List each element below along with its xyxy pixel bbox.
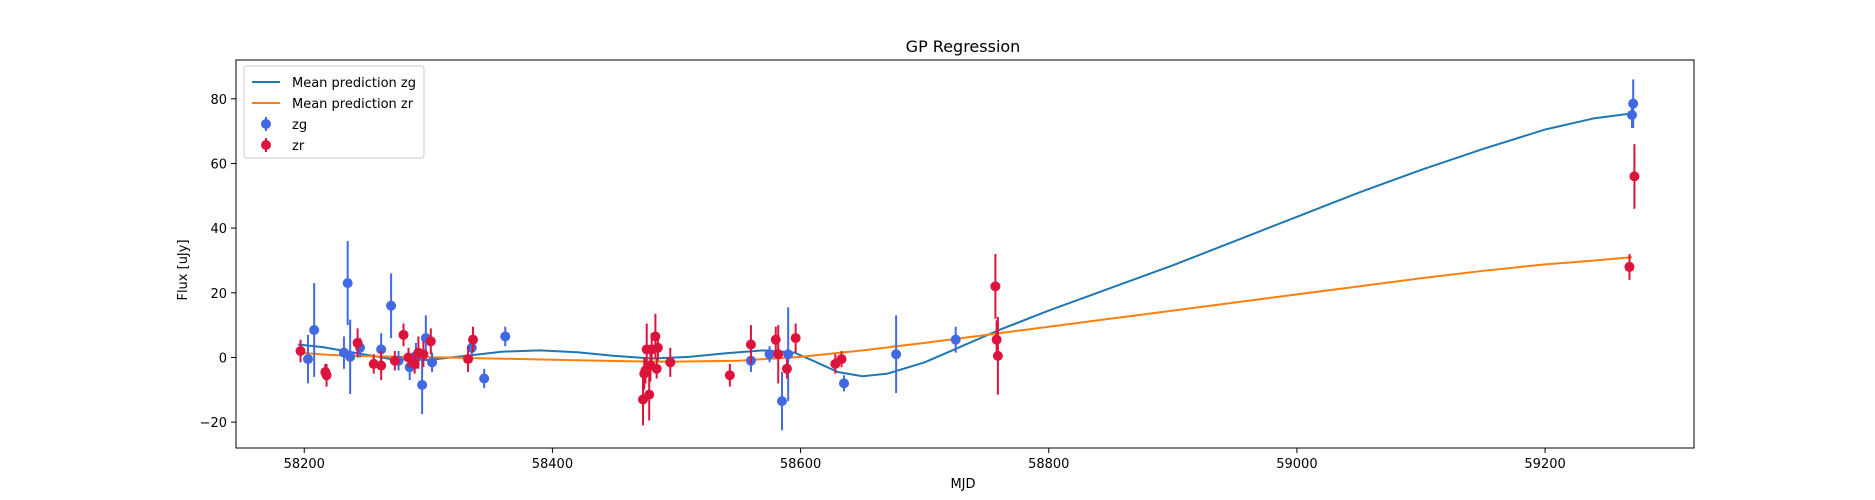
x-tick-label: 59000	[1276, 457, 1317, 472]
marker-zr	[665, 357, 675, 367]
marker-zg	[386, 301, 396, 311]
marker-zg	[1627, 110, 1637, 120]
marker-zr	[771, 335, 781, 345]
marker-zr	[990, 281, 1000, 291]
marker-zg	[427, 357, 437, 367]
marker-zr	[791, 333, 801, 343]
marker-zr	[353, 338, 363, 348]
marker-zr	[390, 356, 400, 366]
x-tick-label: 58600	[780, 457, 821, 472]
marker-zg	[500, 331, 510, 341]
marker-zr	[296, 346, 306, 356]
y-axis-label: Flux [uJy]	[176, 239, 191, 300]
marker-zr	[322, 370, 332, 380]
marker-zr	[463, 354, 473, 364]
legend-label: Mean prediction zr	[292, 97, 414, 112]
marker-zr	[426, 336, 436, 346]
marker-zr	[1629, 171, 1639, 181]
marker-zr	[376, 361, 386, 371]
x-tick-label: 58800	[1028, 457, 1069, 472]
marker-zr	[746, 340, 756, 350]
legend-swatch	[261, 140, 271, 150]
marker-zg	[1628, 99, 1638, 109]
marker-zr	[652, 364, 662, 374]
marker-zg	[343, 278, 353, 288]
marker-zr	[782, 364, 792, 374]
marker-zg	[839, 378, 849, 388]
marker-zr	[837, 354, 847, 364]
marker-zr	[650, 331, 660, 341]
y-tick-label: 40	[210, 222, 227, 237]
legend-label: zg	[292, 118, 307, 133]
marker-zg	[783, 349, 793, 359]
marker-zg	[777, 396, 787, 406]
marker-zr	[468, 335, 478, 345]
marker-zg	[309, 325, 319, 335]
chart-title: GP Regression	[906, 37, 1021, 56]
marker-zr	[993, 351, 1003, 361]
x-axis-label: MJD	[950, 477, 975, 492]
marker-zr	[1624, 262, 1634, 272]
marker-zr	[399, 330, 409, 340]
marker-zg	[303, 354, 313, 364]
x-tick-label: 59200	[1524, 457, 1565, 472]
y-tick-label: 20	[210, 287, 227, 302]
marker-zg	[891, 349, 901, 359]
marker-zr	[653, 343, 663, 353]
marker-zg	[479, 373, 489, 383]
marker-zr	[992, 335, 1002, 345]
y-tick-label: 60	[210, 157, 227, 172]
y-tick-label: −20	[200, 416, 227, 431]
marker-zg	[417, 380, 427, 390]
marker-zg	[951, 335, 961, 345]
legend: Mean prediction zg Mean prediction zr zg zr	[244, 66, 424, 158]
x-tick-label: 58200	[284, 457, 325, 472]
legend-label: zr	[292, 139, 305, 154]
marker-zr	[725, 370, 735, 380]
marker-zr	[773, 349, 783, 359]
legend-swatch	[261, 119, 271, 129]
y-tick-label: 80	[210, 93, 227, 108]
marker-zr	[418, 349, 428, 359]
marker-zg	[765, 349, 775, 359]
marker-zr	[644, 390, 654, 400]
y-tick-label: 0	[219, 351, 227, 366]
legend-label: Mean prediction zg	[292, 76, 416, 91]
x-tick-label: 58400	[532, 457, 573, 472]
marker-zg	[345, 352, 355, 362]
